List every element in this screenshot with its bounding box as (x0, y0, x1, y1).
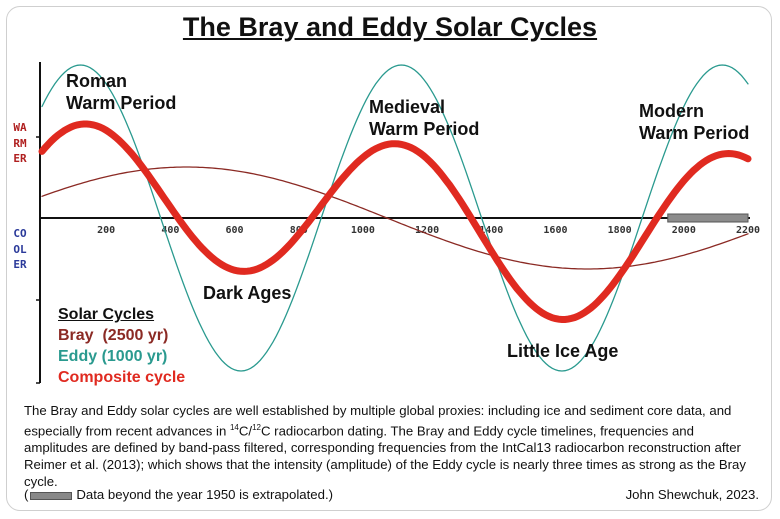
chart-title: The Bray and Eddy Solar Cycles (182, 12, 598, 42)
y-label-warmer: WARMER (13, 121, 27, 165)
caption-sup: 14 (229, 423, 239, 432)
x-tick-label: 1000 (351, 225, 375, 236)
legend-bray: Bray (2500 yr) (58, 327, 169, 344)
legend-eddy: Eddy (1000 yr) (58, 348, 168, 365)
x-tick-label: 600 (226, 225, 244, 236)
caption-sup: 12 (252, 423, 261, 432)
annotation-medieval: Medieval Warm Period (369, 97, 480, 139)
x-tick-label: 1200 (415, 225, 439, 236)
x-tick-label: 1400 (479, 225, 503, 236)
legend: Solar Cycles Bray (2500 yr) Eddy (1000 y… (58, 304, 185, 388)
figure-card (6, 6, 772, 511)
x-tick-label: 1800 (608, 225, 632, 236)
annotation-roman: Roman Warm Period (66, 71, 177, 113)
bray-line (41, 166, 749, 270)
author: John Shewchuk, 2023. (625, 487, 759, 502)
caption-text: The Bray and Eddy solar cycles are well … (24, 403, 732, 439)
annotation-dark-ages: Dark Ages (203, 283, 292, 303)
extrapolated-swatch (30, 491, 73, 500)
footnote: ( Data beyond the year 1950 is extrapolat… (24, 487, 759, 502)
annotation-little-ice-age: Little Ice Age (507, 341, 619, 361)
legend-title: Solar Cycles (58, 306, 155, 323)
caption: The Bray and Eddy solar cycles are well … (24, 402, 759, 490)
eddy-line (41, 64, 749, 372)
x-tick-label: 2000 (672, 225, 696, 236)
x-tick-label: 1600 (543, 225, 567, 236)
footnote-text: Data beyond the year 1950 is extrapolate… (76, 487, 333, 502)
extrapolated-bar (667, 213, 749, 223)
x-tick-label: 2200 (736, 225, 760, 236)
x-tick-label: 200 (97, 225, 115, 236)
y-label-cooler: COOLER (13, 227, 27, 271)
annotation-modern: Modern Warm Period (639, 101, 750, 143)
footnote-paren: ( (24, 487, 29, 502)
legend-composite: Composite cycle (58, 369, 186, 386)
caption-text: C radiocarbon dating. The Bray and Eddy … (24, 423, 746, 490)
x-tick-label: 400 (161, 225, 179, 236)
composite-line (38, 120, 752, 323)
caption-text: C/ (238, 423, 253, 439)
